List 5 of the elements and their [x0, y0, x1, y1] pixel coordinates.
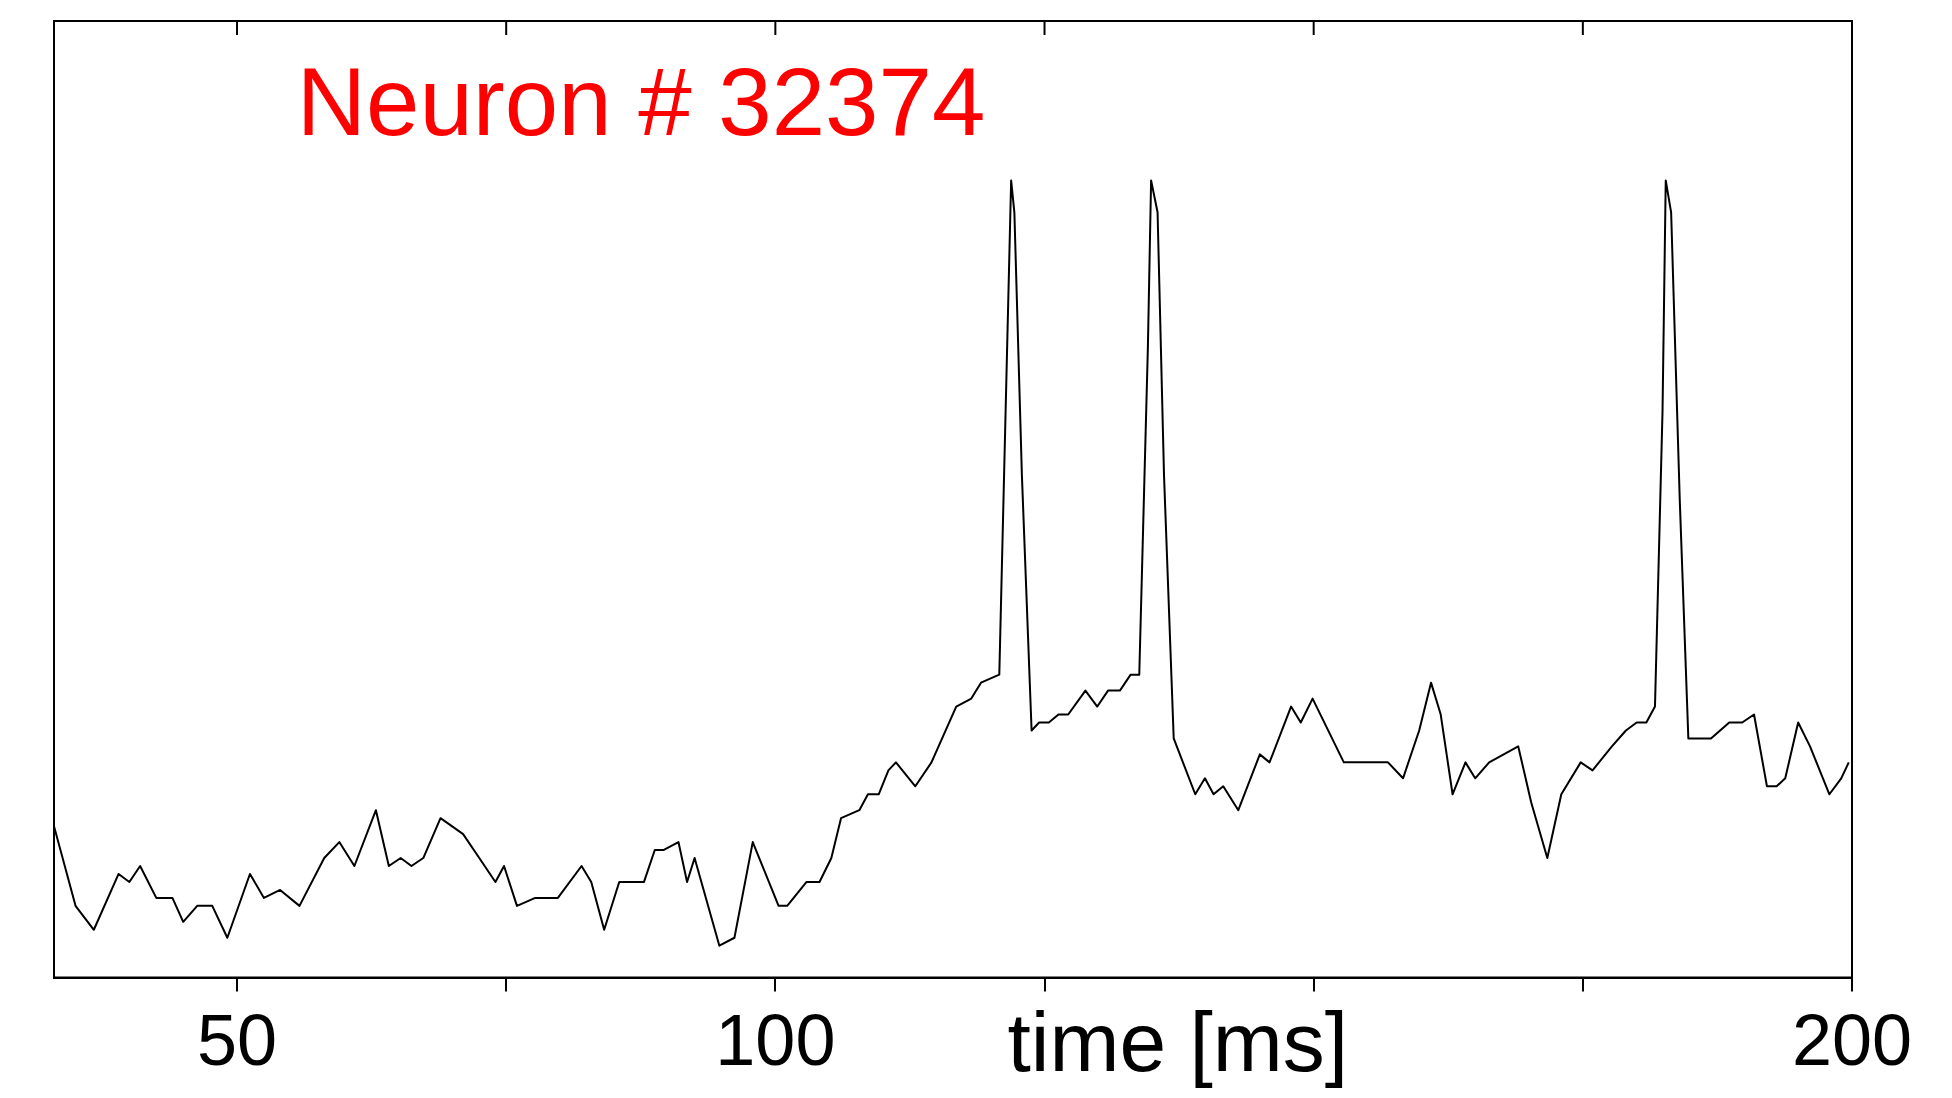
x-tick-label: 50 — [196, 999, 278, 1080]
x-tick-label: 200 — [1791, 999, 1913, 1080]
x-axis-title: time [ms] — [1007, 994, 1349, 1089]
x-tick-label: 100 — [715, 999, 836, 1080]
chart-title: Neuron # 32374 — [296, 48, 986, 156]
